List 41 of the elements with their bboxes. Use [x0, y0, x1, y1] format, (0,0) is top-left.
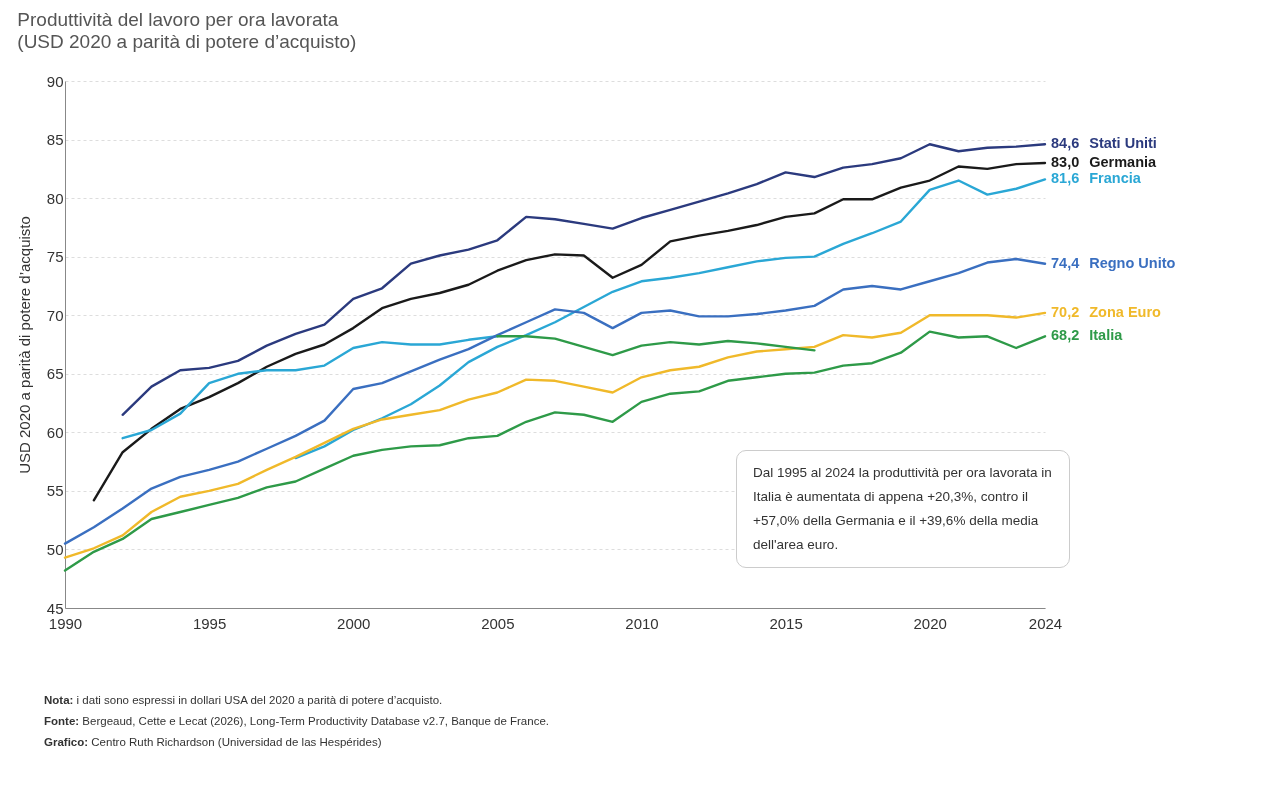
- text: Germania: [1089, 153, 1158, 170]
- y-tick-label: 55: [46, 482, 64, 500]
- y-tick-label: 85: [46, 131, 64, 149]
- source-note: Fonte: Bergeaud, Cette e Lecat (2026), Long-Term Productivity Database v2.7, Banque de France.: [44, 714, 549, 729]
- text: Francia: [1089, 170, 1142, 187]
- text: Nota: i dati sono espressi in dollari USA del 2020 a parità di potere d’acquisto.: [44, 693, 444, 708]
- data-label: 83,0: [1051, 153, 1080, 170]
- text: Italia: [1089, 327, 1124, 344]
- chart-title: Produttività del lavoro per ora lavorata: [17, 9, 339, 30]
- x-tick-label: 2010: [625, 614, 659, 632]
- line-series: [121, 143, 1047, 416]
- text: Zona Euro: [1089, 303, 1162, 320]
- y-tick-label: 80: [46, 189, 64, 207]
- annotation: Dal 1995 al 2024 la produttività per ora lavorata in Italia è aumentata di appena +20,3%, contro il +57,0% della Germania e il +39,6% della media dell'area euro.: [736, 450, 1070, 568]
- y-tick-label: 50: [46, 540, 64, 558]
- x-tick-label: 2005: [481, 614, 515, 632]
- x-tick-label: 2024: [1028, 614, 1063, 632]
- y-tick-label: 60: [46, 423, 64, 441]
- line-series: [294, 178, 1047, 460]
- data-label: 70,2: [1051, 303, 1080, 320]
- x-tick-label: 2000: [337, 614, 371, 632]
- data-label: 84,6: [1051, 135, 1080, 152]
- text: Regno Unito: [1089, 254, 1176, 271]
- data-label: 74,4: [1051, 254, 1080, 271]
- chart-subtitle: (USD 2020 a parità di potere d’acquisto): [17, 31, 357, 52]
- y-tick-label: 45: [46, 599, 64, 617]
- line-series: [121, 335, 499, 440]
- x-tick-label: 2020: [913, 614, 947, 632]
- x-tick-label: 1995: [192, 614, 227, 632]
- data-label: 81,6: [1051, 170, 1080, 187]
- data-label: 68,2: [1051, 327, 1080, 344]
- x-tick-label: 1990: [48, 614, 83, 632]
- line-series: [496, 335, 816, 357]
- y-tick-label: 65: [46, 365, 64, 383]
- y-tick-label: 70: [46, 306, 64, 324]
- y-axis-title: USD 2020 a parità di potere d’acquisto: [15, 216, 33, 474]
- y-tick-label: 75: [46, 248, 64, 266]
- x-tick-label: 2015: [769, 614, 803, 632]
- text: Grafico: Centro Ruth Richardson (Universidad de las Hespérides): [44, 735, 383, 750]
- y-tick-label: 90: [46, 72, 64, 90]
- text: Stati Uniti: [1089, 135, 1157, 152]
